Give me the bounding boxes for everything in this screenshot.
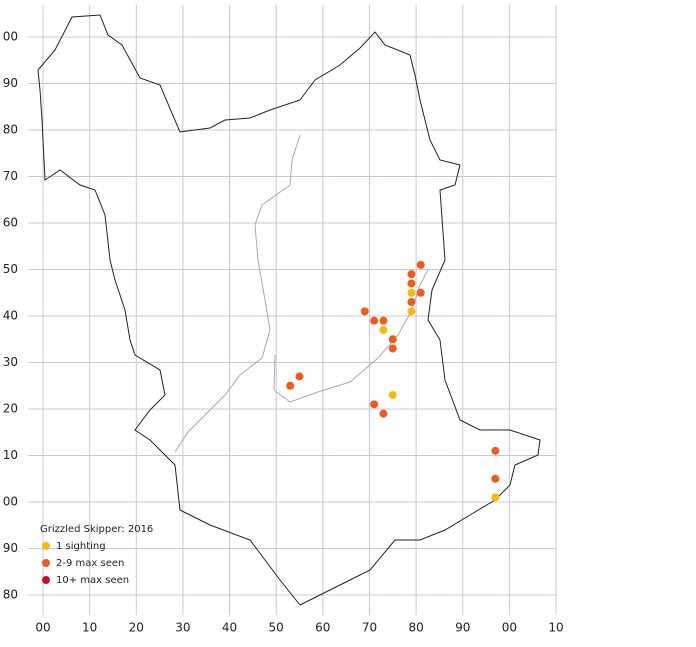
sighting-dot [388,335,397,344]
y-tick-label: 00 [3,495,18,509]
y-tick-label: 80 [3,588,18,602]
sighting-dot [370,316,379,325]
x-tick-label: 10 [82,621,97,635]
x-tick-label: 00 [35,621,50,635]
sighting-dot [416,260,425,269]
sighting-dot [407,288,416,297]
sighting-dot [360,307,369,316]
legend-label: 10+ max seen [56,575,129,586]
x-tick-label: 70 [362,621,377,635]
y-tick-label: 90 [3,541,18,555]
sighting-dot [407,270,416,279]
y-tick-label: 90 [3,76,18,90]
sighting-dot [370,400,379,409]
sighting-dot [286,381,295,390]
sighting-dot [407,298,416,307]
y-tick-label: 10 [3,448,18,462]
legend-title: Grizzled Skipper: 2016 [40,524,153,535]
legend-label: 1 sighting [56,541,106,552]
y-tick-label: 80 [3,123,18,137]
x-tick-label: 00 [502,621,517,635]
sighting-dot [295,372,304,381]
x-tick-label: 20 [129,621,144,635]
sighting-dot [388,344,397,353]
legend-swatch [42,559,50,567]
y-tick-label: 70 [3,169,18,183]
y-tick-label: 40 [3,309,18,323]
sighting-dot [379,316,388,325]
sighting-dot [407,279,416,288]
x-tick-label: 50 [269,621,284,635]
x-tick-label: 40 [222,621,237,635]
sighting-dot [379,325,388,334]
y-tick-label: 50 [3,262,18,276]
x-tick-label: 90 [455,621,470,635]
county-boundary [37,14,541,606]
sighting-dot [491,493,500,502]
legend-label: 2-9 max seen [56,558,124,569]
x-tick-label: 60 [315,621,330,635]
legend-swatch [42,576,50,584]
y-tick-label: 20 [3,402,18,416]
sighting-dot [491,446,500,455]
sighting-dot [379,409,388,418]
y-tick-label: 00 [3,30,18,44]
inner-boundary [273,269,429,403]
sighting-dot [416,288,425,297]
x-tick-label: 80 [408,621,423,635]
x-tick-label: 10 [548,621,563,635]
sighting-dot [491,474,500,483]
sighting-dot [388,391,397,400]
y-tick-label: 60 [3,216,18,230]
y-tick-label: 30 [3,355,18,369]
legend-swatch [42,542,50,550]
x-tick-label: 30 [175,621,190,635]
sighting-dot [407,307,416,316]
inner-boundary [174,134,301,453]
